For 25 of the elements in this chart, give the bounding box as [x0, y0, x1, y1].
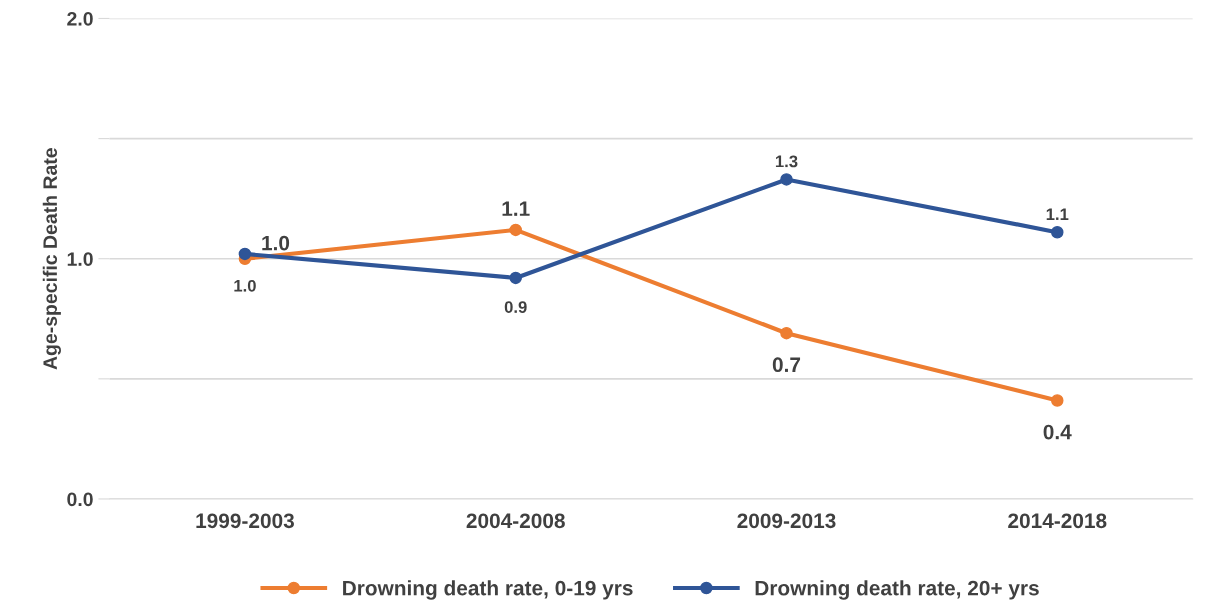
data-label: 0.7 — [772, 357, 801, 373]
data-label: 0.4 — [1043, 424, 1072, 440]
y-tick-label: 1.0 — [67, 252, 93, 266]
data-label: 1.1 — [1046, 208, 1069, 220]
y-tick-label: 2.0 — [67, 11, 93, 26]
data-label: 1.0 — [234, 279, 256, 292]
point — [238, 247, 252, 261]
data-label: 0.9 — [504, 301, 527, 313]
data-label: 1.0 — [262, 235, 290, 251]
x-tick-label: 2014-2018 — [1008, 513, 1107, 529]
point — [1051, 394, 1064, 407]
x-tick-label: 1999-2003 — [196, 513, 294, 529]
point — [509, 223, 522, 237]
data-label: 1.1 — [502, 201, 530, 216]
legend-label: Drowning death rate, 0-19 yrs — [343, 580, 633, 600]
point — [509, 271, 522, 285]
x-tick-label: 2004-2008 — [466, 513, 565, 529]
x-tick-label: 2009-2013 — [737, 513, 836, 529]
data-label: 1.3 — [775, 155, 798, 168]
point — [780, 173, 793, 186]
y-axis-title: Age-specific Death Rate — [42, 148, 61, 370]
y-tick-label: 0.0 — [67, 492, 93, 507]
point — [1051, 226, 1064, 239]
point — [780, 326, 793, 340]
legend-label: Drowning death rate, 20+ yrs — [755, 580, 1039, 600]
